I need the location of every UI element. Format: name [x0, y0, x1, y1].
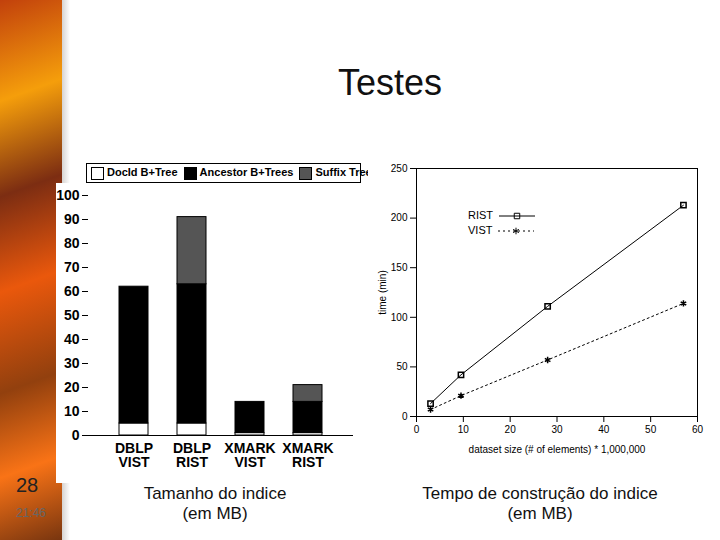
svg-text:30: 30 — [64, 355, 80, 371]
svg-text:XMARKRIST: XMARKRIST — [282, 440, 333, 470]
html-text:Testes: Testes — [338, 62, 442, 103]
svg-text:20: 20 — [505, 424, 517, 435]
svg-text:10: 10 — [64, 403, 80, 419]
svg-text:50: 50 — [64, 307, 80, 323]
html-text:21:46: 21:46 — [16, 506, 46, 520]
svg-text:200: 200 — [391, 212, 408, 223]
svg-text:80: 80 — [64, 235, 80, 251]
svg-text:60: 60 — [692, 424, 704, 435]
html-text:Tamanho do indice (em MB): Tamanho do indice (em MB) — [143, 484, 287, 523]
svg-text:time (min): time (min) — [377, 270, 388, 314]
svg-text:50: 50 — [645, 424, 657, 435]
svg-text:40: 40 — [598, 424, 610, 435]
svg-text:DBLPRIST: DBLPRIST — [173, 440, 211, 470]
svg-text:0: 0 — [402, 411, 408, 422]
html-text:Suffix Tree: Suffix Tree — [315, 166, 372, 178]
svg-text:30: 30 — [551, 424, 563, 435]
html-text:28: 28 — [16, 474, 39, 496]
svg-text:40: 40 — [64, 331, 80, 347]
svg-text:250: 250 — [391, 163, 408, 174]
svg-text:70: 70 — [64, 259, 80, 275]
html-text:Ancestor B+Trees: Ancestor B+Trees — [199, 166, 294, 178]
html-text:RIST: RIST — [468, 209, 494, 221]
svg-text:100: 100 — [56, 187, 80, 203]
svg-text:10: 10 — [458, 424, 470, 435]
html-text:DocId B+Tree: DocId B+Tree — [107, 166, 178, 178]
svg-text:90: 90 — [64, 211, 80, 227]
svg-text:dataset size (# of elements) *: dataset size (# of elements) * 1,000,000 — [469, 444, 646, 455]
svg-text:100: 100 — [391, 312, 408, 323]
svg-text:20: 20 — [64, 379, 80, 395]
html-text:Tempo de construção do indice: Tempo de construção do indice (em MB) — [422, 484, 658, 523]
svg-text:XMARKVIST: XMARKVIST — [224, 440, 275, 470]
svg-text:DBLPVIST: DBLPVIST — [115, 440, 153, 470]
svg-text:0: 0 — [72, 427, 80, 443]
html-text:VIST: VIST — [468, 224, 493, 236]
svg-text:50: 50 — [396, 361, 408, 372]
svg-text:150: 150 — [391, 262, 408, 273]
svg-text:60: 60 — [64, 283, 80, 299]
svg-text:0: 0 — [414, 424, 420, 435]
